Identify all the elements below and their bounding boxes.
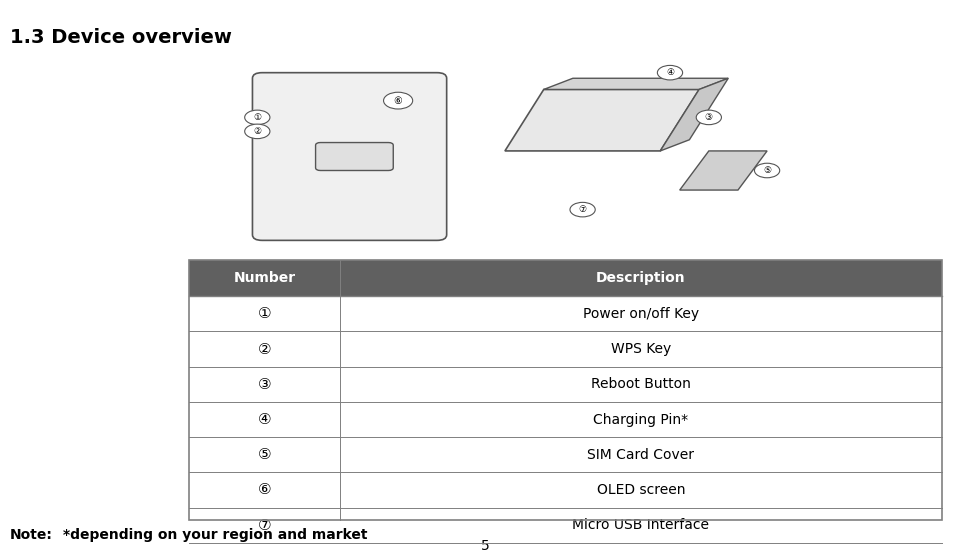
Text: ⑤: ⑤ bbox=[257, 447, 272, 462]
Circle shape bbox=[696, 110, 721, 125]
Polygon shape bbox=[660, 78, 728, 151]
Text: ②: ② bbox=[253, 127, 261, 136]
Text: OLED screen: OLED screen bbox=[596, 483, 686, 497]
FancyBboxPatch shape bbox=[316, 143, 393, 170]
Text: ④: ④ bbox=[666, 68, 674, 77]
Text: Micro USB Interface: Micro USB Interface bbox=[572, 518, 710, 532]
Circle shape bbox=[245, 124, 270, 139]
Text: ②: ② bbox=[257, 342, 272, 357]
Circle shape bbox=[245, 110, 270, 125]
Polygon shape bbox=[544, 78, 728, 89]
Polygon shape bbox=[505, 89, 699, 151]
Text: Charging Pin*: Charging Pin* bbox=[593, 413, 688, 427]
Circle shape bbox=[657, 65, 683, 80]
FancyBboxPatch shape bbox=[189, 472, 942, 508]
Text: ④: ④ bbox=[257, 412, 272, 427]
Text: Reboot Button: Reboot Button bbox=[591, 377, 690, 391]
Text: *depending on your region and market: *depending on your region and market bbox=[63, 528, 368, 542]
Text: ③: ③ bbox=[257, 377, 272, 392]
FancyBboxPatch shape bbox=[189, 402, 942, 437]
Polygon shape bbox=[680, 151, 767, 190]
Text: Description: Description bbox=[596, 271, 686, 285]
Text: ⑥: ⑥ bbox=[257, 482, 272, 498]
Text: ①: ① bbox=[257, 306, 272, 321]
Circle shape bbox=[570, 202, 595, 217]
FancyBboxPatch shape bbox=[189, 508, 942, 543]
Text: ⑤: ⑤ bbox=[763, 166, 771, 175]
Text: ⑦: ⑦ bbox=[257, 518, 272, 533]
Text: Note:: Note: bbox=[10, 528, 52, 542]
FancyBboxPatch shape bbox=[189, 260, 942, 296]
Text: 1.3 Device overview: 1.3 Device overview bbox=[10, 28, 232, 47]
Text: SIM Card Cover: SIM Card Cover bbox=[587, 448, 694, 462]
Text: Number: Number bbox=[234, 271, 295, 285]
Text: 5: 5 bbox=[481, 539, 490, 553]
Text: Power on/off Key: Power on/off Key bbox=[583, 307, 699, 321]
Text: ①: ① bbox=[253, 113, 261, 122]
FancyBboxPatch shape bbox=[189, 331, 942, 367]
Text: WPS Key: WPS Key bbox=[611, 342, 671, 356]
Circle shape bbox=[384, 92, 413, 109]
Circle shape bbox=[754, 163, 780, 178]
FancyBboxPatch shape bbox=[189, 296, 942, 331]
Text: ③: ③ bbox=[705, 113, 713, 122]
Text: ⑦: ⑦ bbox=[579, 205, 586, 214]
Text: ⑥: ⑥ bbox=[393, 96, 403, 106]
FancyBboxPatch shape bbox=[189, 367, 942, 402]
FancyBboxPatch shape bbox=[189, 437, 942, 472]
FancyBboxPatch shape bbox=[252, 73, 447, 240]
